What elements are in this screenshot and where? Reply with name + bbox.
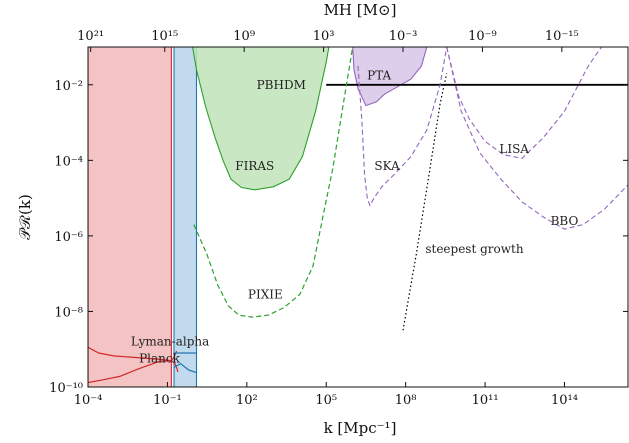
top-axis-title: MH [M⊙] <box>324 1 397 19</box>
pta-label: PTA <box>367 68 391 82</box>
bbo-label: BBO <box>551 214 579 228</box>
x-tick-label: 10⁸ <box>395 393 417 408</box>
pixie-curve-5 <box>193 47 354 318</box>
x-tick-label: 10¹¹ <box>472 393 499 408</box>
x-axis-title: k [Mpc⁻¹] <box>324 419 397 437</box>
lyman-alpha-region <box>173 47 198 387</box>
y-tick-label: 10⁻⁸ <box>54 305 83 320</box>
planck-label: Planck <box>139 352 181 366</box>
lisa-curve-7 <box>446 47 602 159</box>
ska-curve-6 <box>357 47 448 207</box>
planck-curve-1 <box>88 346 179 373</box>
y-tick-label: 10⁻¹⁰ <box>49 381 83 396</box>
lisa-label: LISA <box>499 142 529 156</box>
y-tick-label: 10⁻⁴ <box>54 154 83 169</box>
x-tick-label: 10² <box>236 393 258 408</box>
top-tick-label: 10⁻¹⁵ <box>545 29 579 44</box>
axis-ticks: 10⁻⁴ 10⁻¹ 10² 10⁵ 10⁸ 10¹¹ 10¹⁴ 10⁻¹⁰ 10⁻⁸ 10⁻⁶ 10… <box>49 29 628 408</box>
planck-region <box>88 47 172 387</box>
steepest-growth-curve-9 <box>402 73 448 331</box>
ska-label: SKA <box>374 159 400 173</box>
pbhdm-label: PBHDM <box>257 78 306 92</box>
steepest-growth-label: steepest growth <box>425 242 523 256</box>
x-tick-label: 10⁵ <box>315 393 337 408</box>
constraint-regions <box>88 47 428 387</box>
planck-curve-2 <box>88 350 178 384</box>
top-tick-label: 10⁹ <box>233 29 255 44</box>
firas-label: FIRAS <box>235 159 274 173</box>
y-axis-title: 𝒫ℛ(k) <box>16 194 34 240</box>
x-tick-label: 10⁻⁴ <box>74 393 103 408</box>
pta-region <box>352 47 428 107</box>
y-tick-label: 10⁻² <box>54 79 83 94</box>
lyman-alpha-curve-3 <box>173 363 197 374</box>
annotation-labels: PBHDM PTA FIRAS SKA LISA BBO steepest growth PI… <box>131 68 579 365</box>
constraint-curves <box>88 47 628 384</box>
top-tick-label: 10¹⁵ <box>151 29 178 44</box>
pixie-label: PIXIE <box>248 287 283 301</box>
top-tick-label: 10⁻³ <box>389 29 418 44</box>
y-tick-label: 10⁻⁶ <box>54 230 83 245</box>
top-tick-label: 10²¹ <box>77 29 104 44</box>
bbo-curve-8 <box>446 47 628 230</box>
x-tick-label: 10¹⁴ <box>551 393 578 408</box>
top-tick-label: 10⁻⁹ <box>468 29 497 44</box>
lyman-alpha-label: Lyman-alpha <box>131 335 209 349</box>
x-tick-label: 10⁻¹ <box>153 393 182 408</box>
top-tick-label: 10³ <box>313 29 335 44</box>
plot-frame <box>87 46 629 388</box>
firas-region <box>192 47 330 191</box>
